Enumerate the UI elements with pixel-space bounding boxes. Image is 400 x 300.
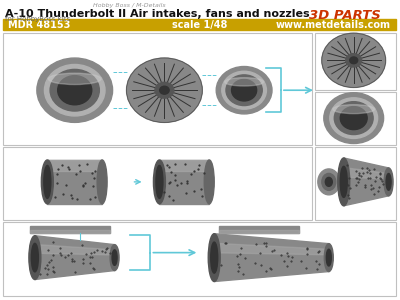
Ellipse shape <box>318 169 340 195</box>
Ellipse shape <box>322 33 386 87</box>
Polygon shape <box>35 236 114 280</box>
Polygon shape <box>35 244 114 255</box>
Ellipse shape <box>333 105 375 114</box>
Polygon shape <box>344 167 388 179</box>
Bar <box>30 230 110 233</box>
Ellipse shape <box>338 158 350 206</box>
Ellipse shape <box>112 250 117 266</box>
Ellipse shape <box>97 160 107 204</box>
Ellipse shape <box>48 73 101 85</box>
Ellipse shape <box>37 58 112 122</box>
Ellipse shape <box>41 160 53 204</box>
Bar <box>3 20 396 30</box>
Bar <box>219 230 299 233</box>
Bar <box>47 160 102 171</box>
Ellipse shape <box>346 54 362 67</box>
Bar <box>47 160 102 204</box>
Polygon shape <box>344 158 388 206</box>
Text: 3D PARTS: 3D PARTS <box>309 8 381 22</box>
Bar <box>315 92 396 145</box>
Bar <box>3 33 312 145</box>
Ellipse shape <box>350 57 358 64</box>
Ellipse shape <box>110 245 119 271</box>
Ellipse shape <box>222 71 266 109</box>
Text: A-10 Thunderbolt II Air intakes, fans and nozzles: A-10 Thunderbolt II Air intakes, fans an… <box>5 8 310 19</box>
Ellipse shape <box>340 106 367 130</box>
Text: Hobby Boss / M-Details: Hobby Boss / M-Details <box>93 2 166 8</box>
Polygon shape <box>214 243 329 255</box>
Ellipse shape <box>204 160 214 204</box>
Ellipse shape <box>340 166 347 197</box>
Ellipse shape <box>324 93 384 143</box>
Bar <box>3 222 396 296</box>
Ellipse shape <box>330 98 378 138</box>
Ellipse shape <box>232 80 257 101</box>
Bar <box>315 33 396 90</box>
Ellipse shape <box>31 243 38 272</box>
Ellipse shape <box>155 82 174 98</box>
Bar <box>160 160 209 171</box>
Ellipse shape <box>126 58 202 122</box>
Ellipse shape <box>216 67 272 114</box>
Ellipse shape <box>58 76 92 105</box>
Ellipse shape <box>325 177 332 186</box>
Ellipse shape <box>386 173 391 190</box>
Ellipse shape <box>44 165 51 198</box>
Ellipse shape <box>160 86 169 94</box>
Ellipse shape <box>226 75 262 106</box>
Ellipse shape <box>50 69 99 111</box>
Polygon shape <box>214 234 329 281</box>
Ellipse shape <box>224 78 264 86</box>
Ellipse shape <box>44 64 105 116</box>
Bar <box>160 160 209 204</box>
Bar <box>315 147 396 220</box>
Text: www.metdetails.com: www.metdetails.com <box>276 20 390 30</box>
Ellipse shape <box>324 244 333 272</box>
Ellipse shape <box>322 173 336 190</box>
Ellipse shape <box>334 102 373 135</box>
Bar <box>219 226 299 233</box>
Ellipse shape <box>211 242 218 273</box>
Ellipse shape <box>384 168 393 196</box>
Ellipse shape <box>326 249 331 266</box>
Ellipse shape <box>208 234 220 281</box>
Ellipse shape <box>154 160 165 204</box>
Ellipse shape <box>29 236 41 280</box>
Text: MDR 48153: MDR 48153 <box>8 20 70 30</box>
Ellipse shape <box>156 165 163 198</box>
Text: for HobbyBoss kits: for HobbyBoss kits <box>5 16 70 22</box>
Text: scale 1/48: scale 1/48 <box>172 20 227 30</box>
Bar <box>30 226 110 233</box>
Bar <box>3 147 312 220</box>
